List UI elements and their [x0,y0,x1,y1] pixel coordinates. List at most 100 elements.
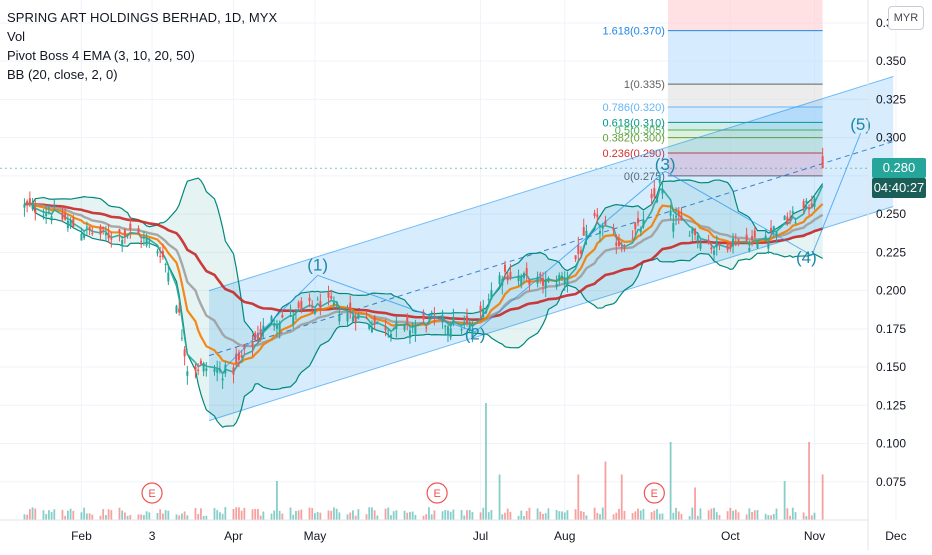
volume-bar [547,508,550,520]
volume-bar [387,507,390,520]
candle-body [688,235,691,237]
candle-body [357,314,360,319]
currency-button[interactable]: MYR [888,6,924,30]
candle-body [216,369,219,373]
volume-bar [767,515,770,520]
candle-body [164,264,167,266]
volume-bar [216,510,219,520]
volume-bar [490,510,493,520]
earnings-circle [426,482,448,504]
volume-bar [558,511,561,520]
candle-body [694,228,697,236]
earnings-label: E [148,488,155,500]
candle-body [102,226,105,229]
volume-bar [422,515,425,520]
earnings-circle [141,482,163,504]
volume-bar [232,508,235,520]
wave-label: (2) [465,325,486,344]
price-tick-label: 0.300 [876,131,906,145]
symbol-title[interactable]: SPRING ART HOLDINGS BERHAD, 1D, MYX [7,10,278,25]
time-tick-label: Dec [885,529,906,543]
candle-body [368,324,371,329]
candle-body [28,198,31,205]
volume-bar [156,513,159,520]
volume-bar [501,514,504,520]
ema-10-line [24,202,824,365]
last-price-badge: 0.280 [872,158,926,179]
volume-bar [330,510,333,520]
candle-body [675,215,678,218]
volume-bar [699,508,702,520]
volume-bar [83,507,86,520]
legend-ema[interactable]: Pivot Boss 4 EMA (3, 10, 20, 50) [7,48,195,63]
candle-body [349,302,352,312]
candle-body [83,233,86,238]
fib-zone [667,130,823,138]
fib-level-label: 0.5(0.305) [615,125,665,137]
candle-body [433,315,436,317]
candle-body [650,193,653,199]
candle-body [444,325,447,327]
volume-bar [64,515,67,520]
volume-bar [694,487,696,520]
volume-bar [585,515,588,520]
candle-body [639,229,642,232]
bar-countdown-badge: 04:40:27 [872,178,926,199]
candle-body [142,237,145,239]
time-tick-label: Feb [71,529,92,543]
time-tick-label: May [304,529,327,543]
candle-body [370,328,373,333]
candle-body [427,317,430,319]
candle-body [218,369,221,372]
price-tick-label: 0.075 [876,475,906,489]
candle-body [748,247,751,251]
candle-body [446,326,449,335]
volume-bar [737,512,740,520]
candle-body [563,279,566,285]
candle-body [256,333,259,341]
price-tick-label: 0.225 [876,245,906,259]
volume-bar [85,513,88,520]
volume-bar [314,513,316,520]
candle-body [710,247,713,250]
volume-bar [425,514,428,520]
time-tick-label: Jul [473,529,488,543]
candle-body [525,268,528,275]
legend-bollinger[interactable]: BB (20, close, 2, 0) [7,67,118,82]
channel-median-line [208,140,894,357]
candle-body [129,223,132,230]
candle-body [772,226,775,231]
volume-bar [42,510,45,520]
candle-body [718,244,721,246]
candle-body [789,218,792,221]
wave-label: (4) [796,248,817,267]
candle-body [414,325,417,334]
candle-body [275,325,278,329]
candle-body [392,328,395,330]
volume-bar [615,512,618,520]
price-tick-label: 0.200 [876,284,906,298]
volume-bar [142,515,145,520]
volume-bar [181,513,183,520]
volume-bar [289,507,292,520]
volume-bar [409,511,411,520]
volume-bar [34,508,37,520]
volume-bar [574,509,577,520]
legend-volume[interactable]: Vol [7,29,26,44]
volume-bar [205,515,208,520]
candle-body [490,290,493,300]
candle-body [327,292,330,298]
candle-body [213,368,216,372]
volume-bar [661,513,664,520]
volume-bar [805,516,808,520]
volume-bar [251,509,254,520]
candle-body [197,369,200,371]
volume-bar [430,514,433,520]
candle-body [373,315,376,324]
time-tick-label: Nov [804,529,825,543]
volume-bar [726,511,729,520]
candle-body [294,309,297,311]
candle-body [810,203,813,207]
